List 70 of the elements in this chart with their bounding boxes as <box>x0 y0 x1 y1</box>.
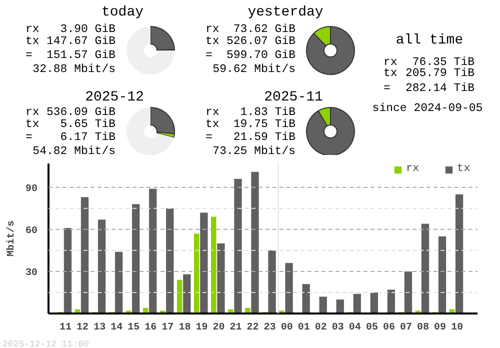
y-axis-title: Mbit/s <box>6 220 18 257</box>
x-tick-label: 05 <box>366 322 378 334</box>
text: rx <box>26 106 40 119</box>
x-tick-label: 09 <box>434 322 446 334</box>
x-tick-label: 21 <box>230 322 242 334</box>
text: rx <box>206 106 220 119</box>
x-tick-label: 19 <box>196 322 208 334</box>
text: rx <box>26 23 40 36</box>
x-tick-label: 03 <box>332 322 344 334</box>
chart-title: today <box>101 4 144 20</box>
y-tick-label: 90 <box>26 184 38 195</box>
text: 205.79 TiB <box>405 67 475 80</box>
text: 599.70 GiB <box>226 49 296 62</box>
x-tick-label: 10 <box>451 322 464 334</box>
x-tick-label: 08 <box>417 322 430 334</box>
text: since 2024-09-05 <box>372 102 483 115</box>
text: 536.09 GiB <box>46 106 116 119</box>
text: tx <box>206 118 220 131</box>
legend-label: tx <box>457 163 472 175</box>
x-tick-label: 16 <box>144 322 157 334</box>
chart-title: yesterday <box>248 4 324 20</box>
text: tx <box>26 118 40 131</box>
text: tx <box>26 35 40 48</box>
text: 73.62 GiB <box>233 23 296 36</box>
x-tick-label: 07 <box>400 322 412 334</box>
text: 21.59 TiB <box>233 131 296 144</box>
text: 1.83 TiB <box>240 106 296 119</box>
text: = <box>26 49 32 62</box>
text: 32.88 Mbit/s <box>32 63 116 76</box>
y-tick-label: 60 <box>26 226 38 237</box>
x-tick-label: 22 <box>246 322 259 334</box>
text: 6.17 TiB <box>60 131 116 144</box>
x-tick-label: 15 <box>128 322 140 334</box>
text: 76.35 TiB <box>412 56 475 69</box>
x-tick-label: 06 <box>382 322 395 334</box>
x-tick-label: 00 <box>280 322 293 334</box>
legend-label: rx <box>406 163 420 175</box>
text: = <box>206 49 212 62</box>
text: tx <box>206 35 220 48</box>
y-tick-label: 30 <box>26 268 38 279</box>
text: tx <box>384 67 398 80</box>
text: 3.90 GiB <box>60 23 116 36</box>
x-tick-label: 13 <box>94 322 106 334</box>
x-tick-label: 12 <box>76 322 89 334</box>
x-tick-label: 01 <box>298 322 310 334</box>
x-tick-label: 18 <box>178 322 191 334</box>
x-tick-label: 23 <box>264 322 276 334</box>
x-tick-label: 20 <box>212 322 225 334</box>
text: = <box>26 131 32 144</box>
text: 282.14 TiB <box>405 82 475 95</box>
text: 526.07 GiB <box>226 35 296 48</box>
text: 54.82 Mbit/s <box>32 145 116 158</box>
text: 151.57 GiB <box>46 49 116 62</box>
text: = <box>206 131 212 144</box>
text: rx <box>206 23 220 36</box>
x-tick-label: 02 <box>314 322 327 334</box>
text: = <box>384 82 390 95</box>
x-tick-label: 11 <box>60 322 72 334</box>
x-tick-label: 14 <box>110 322 123 334</box>
text: 73.25 Mbit/s <box>212 145 296 158</box>
chart-title: 2025-11 <box>264 90 323 106</box>
x-tick-label: 17 <box>162 322 174 334</box>
chart-title: 2025-12 <box>85 90 144 106</box>
text: 19.75 TiB <box>233 118 296 131</box>
text: 59.62 Mbit/s <box>212 63 296 76</box>
text: 147.67 GiB <box>46 35 116 48</box>
text: all time <box>396 32 464 48</box>
text: 5.65 TiB <box>60 118 116 131</box>
x-tick-label: 04 <box>348 322 361 334</box>
text: rx <box>384 56 398 69</box>
